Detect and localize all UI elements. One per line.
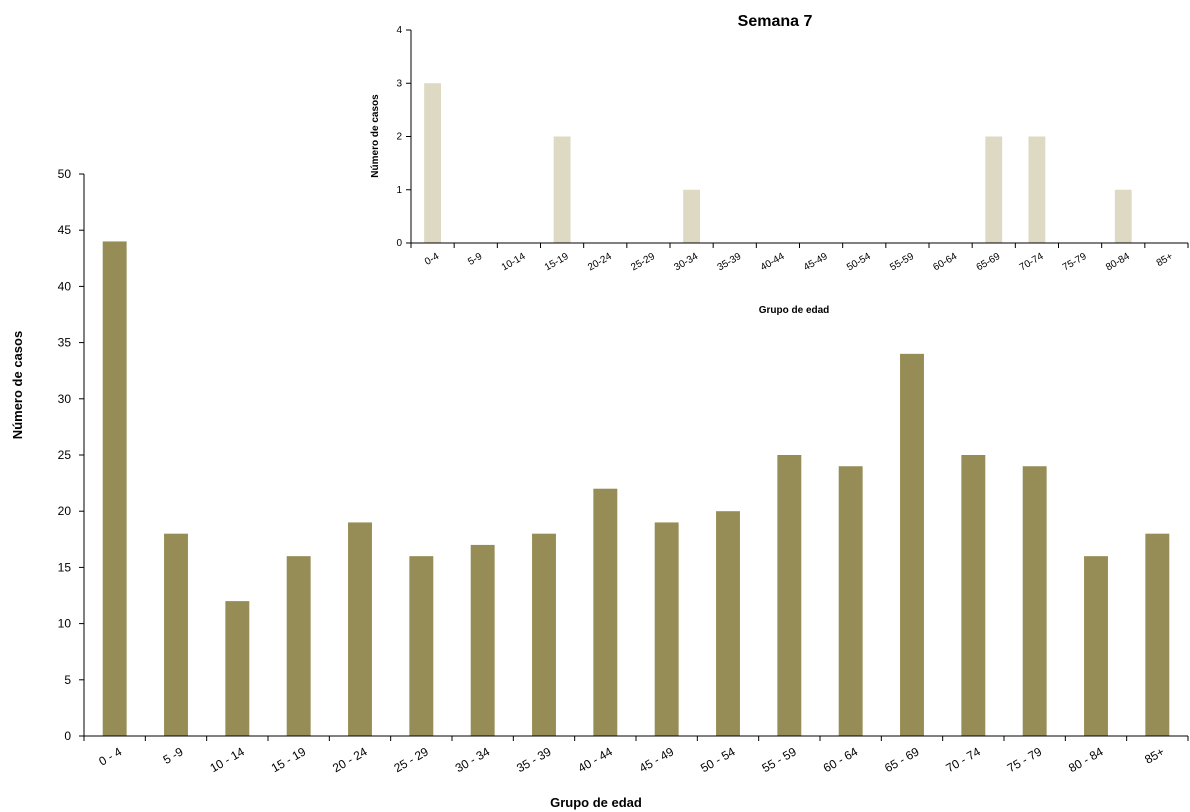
main-y-tick-label: 30	[58, 392, 72, 406]
main-bar-5	[409, 556, 434, 736]
inset-bar-3	[553, 136, 571, 243]
main-x-tick-label: 70 - 74	[943, 744, 983, 775]
inset-bar-6	[683, 189, 701, 243]
inset-x-tick-label: 65-69	[975, 251, 1003, 274]
main-y-tick-label: 45	[58, 223, 72, 237]
inset-x-tick-label: 30-34	[672, 251, 700, 274]
main-x-tick-label: 10 - 14	[207, 744, 247, 775]
main-bar-6	[470, 544, 495, 736]
main-y-tick-label: 5	[64, 673, 71, 687]
main-y-axis-title: Número de casos	[10, 331, 25, 439]
main-bar-11	[777, 455, 802, 736]
inset-chart: Semana 7 0 1 2 3 4 0-4 5-9 10-14 15-19 20-24 25-2…	[370, 13, 1189, 316]
inset-x-tick-labels: 0-4 5-9 10-14 15-19 20-24 25-29 30-34 35-39 40-4…	[423, 251, 1175, 274]
inset-bars	[424, 83, 1132, 243]
inset-x-tick-label: 10-14	[500, 251, 528, 274]
main-x-tick-label: 65 - 69	[882, 744, 922, 775]
inset-x-tick-label: 55-59	[888, 251, 916, 274]
inset-y-tick-label: 4	[396, 25, 402, 36]
main-x-tick-label: 45 - 49	[637, 744, 677, 775]
main-bar-12	[838, 466, 863, 736]
main-x-tick-label: 80 - 84	[1066, 744, 1106, 775]
main-bar-14	[961, 455, 986, 736]
inset-axes	[406, 29, 1189, 248]
inset-bar-16	[1114, 189, 1132, 243]
inset-x-tick-label: 45-49	[802, 251, 830, 274]
inset-x-tick-label: 85+	[1155, 251, 1175, 269]
main-x-tick-label: 30 - 34	[453, 744, 493, 775]
inset-x-tick-label: 5-9	[466, 251, 484, 268]
main-y-tick-label: 25	[58, 448, 72, 462]
inset-bar-13	[985, 136, 1003, 243]
inset-x-axis-title: Grupo de edad	[759, 305, 830, 316]
main-y-tick-label: 35	[58, 336, 72, 350]
main-x-tick-label: 50 - 54	[698, 744, 738, 775]
main-x-tick-label: 35 - 39	[514, 744, 554, 775]
inset-x-tick-label: 80-84	[1104, 251, 1132, 274]
main-x-tick-label: 75 - 79	[1005, 744, 1045, 775]
main-bar-0	[102, 241, 127, 736]
main-x-tick-label: 85+	[1142, 744, 1167, 766]
inset-y-tick-label: 3	[396, 78, 402, 89]
inset-x-tick-label: 15-19	[543, 251, 571, 274]
main-y-tick-label: 40	[58, 279, 72, 293]
main-bar-1	[164, 533, 188, 736]
inset-x-tick-label: 75-79	[1061, 251, 1089, 274]
inset-x-tick-label: 60-64	[931, 251, 959, 274]
inset-y-tick-label: 0	[396, 238, 402, 249]
inset-y-tick-labels: 0 1 2 3 4	[396, 25, 402, 249]
inset-x-tick-label: 25-29	[629, 251, 657, 274]
main-x-tick-label: 40 - 44	[575, 744, 615, 775]
main-x-tick-label: 20 - 24	[330, 744, 370, 775]
main-bars	[102, 241, 1170, 736]
main-bar-4	[348, 522, 372, 736]
main-bar-15	[1022, 466, 1047, 736]
main-bar-10	[716, 511, 740, 736]
main-x-tick-labels: 0 - 4 5 -9 10 - 14 15 - 19 20 - 24 25 - 29 30 …	[96, 744, 1166, 775]
main-bar-16	[1084, 556, 1108, 736]
main-bar-7	[532, 533, 556, 736]
inset-y-tick-label: 2	[396, 132, 402, 143]
main-bar-8	[593, 488, 618, 736]
main-x-tick-label: 5 -9	[161, 744, 186, 767]
main-bar-9	[654, 522, 679, 736]
main-x-tick-label: 0 - 4	[96, 744, 124, 768]
main-axes	[79, 173, 1189, 741]
inset-x-tick-label: 70-74	[1018, 251, 1046, 274]
main-y-tick-label: 50	[58, 167, 72, 181]
main-x-tick-label: 25 - 29	[391, 744, 431, 775]
main-bar-17	[1145, 533, 1170, 736]
inset-y-tick-label: 1	[396, 185, 402, 196]
inset-bar-0	[424, 83, 442, 243]
main-x-tick-label: 55 - 59	[759, 744, 799, 775]
inset-chart-title: Semana 7	[738, 13, 813, 30]
inset-x-tick-label: 20-24	[586, 251, 614, 274]
inset-x-tick-label: 50-54	[845, 251, 873, 274]
main-bar-2	[225, 601, 250, 736]
main-y-tick-labels: 0 5 10 15 20 25 30 35 40 45 50	[58, 167, 72, 743]
inset-bar-14	[1028, 136, 1046, 243]
inset-x-tick-label: 0-4	[423, 251, 441, 268]
main-y-tick-label: 15	[58, 560, 72, 574]
main-x-tick-label: 60 - 64	[821, 744, 861, 775]
inset-y-axis-title: Número de casos	[370, 94, 381, 178]
main-bar-3	[286, 556, 311, 736]
main-y-tick-label: 0	[64, 729, 71, 743]
inset-x-tick-label: 35-39	[716, 251, 744, 274]
main-x-tick-label: 15 - 19	[269, 744, 309, 775]
main-y-tick-label: 20	[58, 504, 72, 518]
inset-x-tick-label: 40-44	[759, 251, 787, 274]
main-y-tick-label: 10	[58, 617, 72, 631]
main-bar-13	[900, 353, 924, 736]
main-x-axis-title: Grupo de edad	[550, 795, 642, 810]
